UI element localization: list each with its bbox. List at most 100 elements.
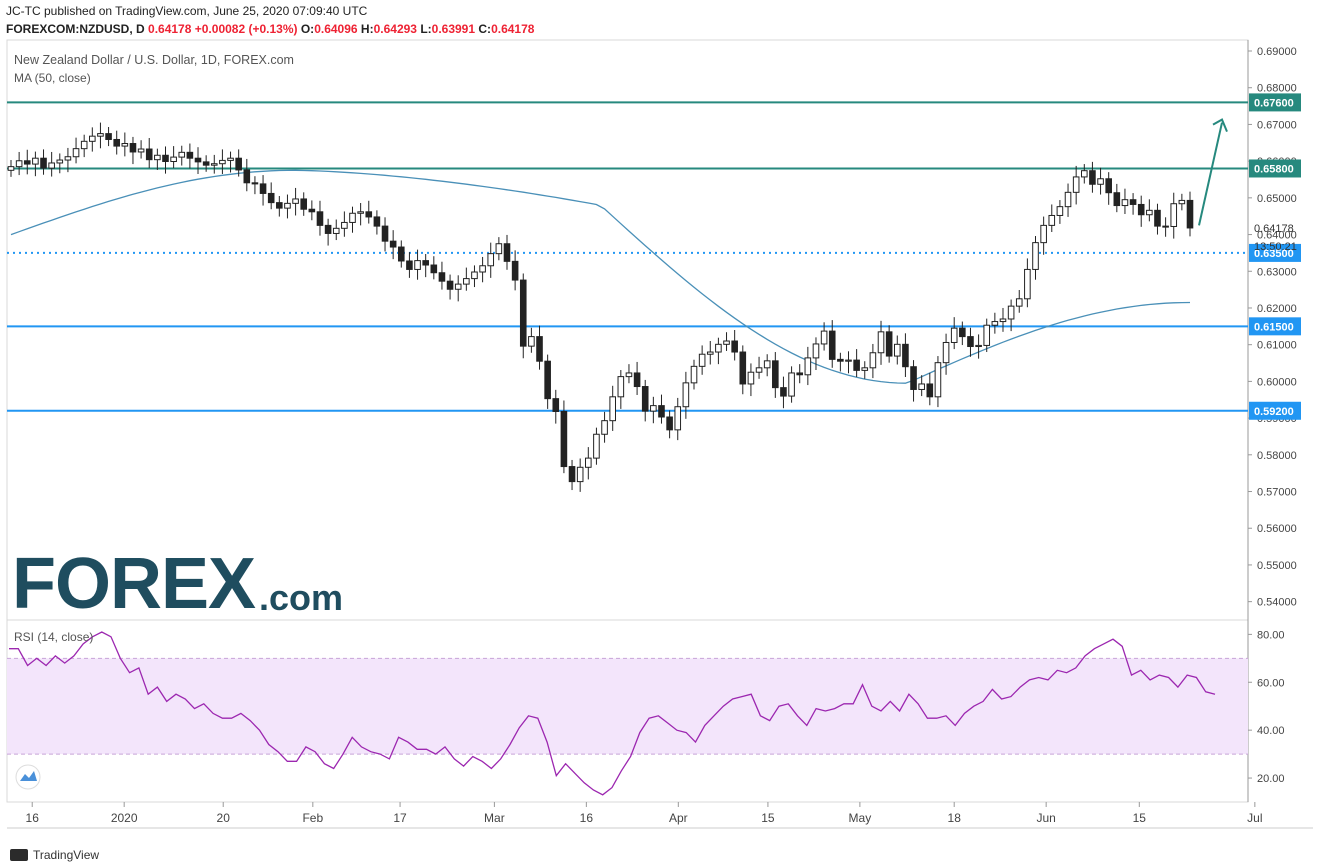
candle-body bbox=[747, 371, 755, 385]
candle-body bbox=[967, 336, 974, 348]
candle-body bbox=[243, 169, 251, 184]
level-price-label: 0.67600 bbox=[1254, 97, 1294, 109]
price-tick-label: 0.60000 bbox=[1257, 376, 1297, 388]
publisher-line: JC-TC published on TradingView.com, June… bbox=[6, 4, 368, 18]
candle-body bbox=[316, 211, 324, 226]
candle-body bbox=[633, 372, 641, 388]
rsi-tick-label: 20.00 bbox=[1257, 773, 1285, 785]
candle-body bbox=[617, 376, 625, 398]
candle-body bbox=[495, 243, 503, 255]
time-tick-label: 17 bbox=[393, 811, 407, 825]
candle-body bbox=[698, 353, 706, 367]
time-tick-label: Jul bbox=[1247, 811, 1262, 825]
high-value: 0.64293 bbox=[373, 22, 417, 36]
candle-body bbox=[731, 340, 738, 353]
ma-line bbox=[10, 169, 1191, 384]
candle-body bbox=[723, 340, 730, 345]
level-price-tag bbox=[1249, 159, 1301, 178]
candle-body bbox=[284, 202, 291, 209]
forex-logo-text: FOREX bbox=[12, 544, 256, 624]
candle-body bbox=[64, 156, 72, 161]
time-tick-label: 15 bbox=[1133, 811, 1147, 825]
candle-body bbox=[772, 360, 779, 389]
open-value: 0.64096 bbox=[314, 22, 358, 36]
candle-body bbox=[235, 157, 242, 171]
candle-body bbox=[1072, 176, 1080, 193]
candle-body bbox=[438, 272, 446, 282]
candle-body bbox=[170, 156, 177, 163]
rsi-band bbox=[7, 658, 1248, 755]
rsi-tick-label: 40.00 bbox=[1257, 725, 1285, 737]
candle-body bbox=[332, 227, 340, 234]
ma-legend: MA (50, close) bbox=[14, 71, 91, 85]
price-tick-label: 0.64000 bbox=[1257, 230, 1297, 242]
candle-body bbox=[80, 140, 88, 150]
candle-body bbox=[1105, 178, 1112, 194]
candle-body bbox=[975, 344, 982, 348]
candle-body bbox=[1056, 206, 1064, 216]
candle-body bbox=[1170, 203, 1178, 227]
candle-body bbox=[381, 225, 389, 242]
level-price-label: 0.65800 bbox=[1254, 163, 1294, 175]
candle-body bbox=[650, 405, 657, 412]
candle-body bbox=[706, 351, 714, 355]
price-tick-label: 0.56000 bbox=[1257, 523, 1297, 535]
candle-body bbox=[877, 331, 885, 354]
candle-body bbox=[15, 160, 23, 168]
candle-body bbox=[999, 318, 1007, 323]
candle-body bbox=[341, 221, 348, 229]
candle-body bbox=[812, 343, 820, 359]
candle-body bbox=[991, 321, 999, 326]
candle-body bbox=[324, 224, 332, 234]
candle-body bbox=[72, 148, 80, 158]
time-tick-label: 18 bbox=[948, 811, 962, 825]
candle-body bbox=[983, 324, 991, 346]
candle-body bbox=[503, 243, 511, 262]
symbol-line: FOREXCOM:NZDUSD, D 0.64178 +0.00082 (+0.… bbox=[6, 22, 534, 36]
low-label: L: bbox=[420, 22, 432, 36]
candle-body bbox=[552, 398, 560, 412]
candle-body bbox=[137, 148, 145, 153]
candle-body bbox=[593, 433, 600, 459]
candle-body bbox=[194, 157, 202, 163]
level-price-label: 0.61500 bbox=[1254, 321, 1294, 333]
candle-body bbox=[950, 327, 958, 343]
candle-body bbox=[755, 367, 763, 373]
candle-body bbox=[536, 336, 543, 362]
candle-body bbox=[479, 265, 486, 273]
close-label: C: bbox=[478, 22, 492, 36]
candle-body bbox=[853, 359, 860, 371]
rsi-tick-label: 60.00 bbox=[1257, 677, 1285, 689]
candle-body bbox=[1024, 268, 1031, 300]
candle-body bbox=[861, 367, 869, 371]
candle-body bbox=[219, 159, 226, 165]
candle-body bbox=[202, 161, 210, 166]
candle-body bbox=[300, 198, 308, 210]
candle-body bbox=[828, 330, 836, 360]
candle-body bbox=[414, 260, 421, 270]
candle-body bbox=[1064, 191, 1072, 208]
price-tick-label: 0.61000 bbox=[1257, 340, 1297, 352]
candle-body bbox=[763, 360, 771, 369]
candle-body bbox=[292, 198, 299, 204]
candle-body bbox=[528, 336, 535, 347]
candle-body bbox=[154, 154, 161, 161]
candle-body bbox=[145, 148, 153, 161]
candle-body bbox=[601, 420, 608, 435]
candle-body bbox=[267, 192, 275, 204]
candle-body bbox=[1178, 199, 1186, 205]
candle-body bbox=[959, 327, 966, 338]
time-tick-label: Jun bbox=[1036, 811, 1055, 825]
candle-body bbox=[820, 330, 828, 345]
candle-body bbox=[32, 157, 39, 165]
level-price-tag bbox=[1249, 243, 1301, 262]
candle-body bbox=[1048, 214, 1056, 226]
candle-body bbox=[544, 360, 551, 400]
candle-body bbox=[89, 135, 96, 142]
current-price-label: 0.64178 bbox=[1254, 223, 1294, 235]
time-tick-label: Mar bbox=[484, 811, 505, 825]
price-tick-label: 0.57000 bbox=[1257, 487, 1297, 499]
level-price-label: 0.63500 bbox=[1254, 248, 1294, 260]
tradingview-footer[interactable]: TradingView bbox=[10, 848, 99, 862]
candle-body bbox=[511, 260, 519, 281]
